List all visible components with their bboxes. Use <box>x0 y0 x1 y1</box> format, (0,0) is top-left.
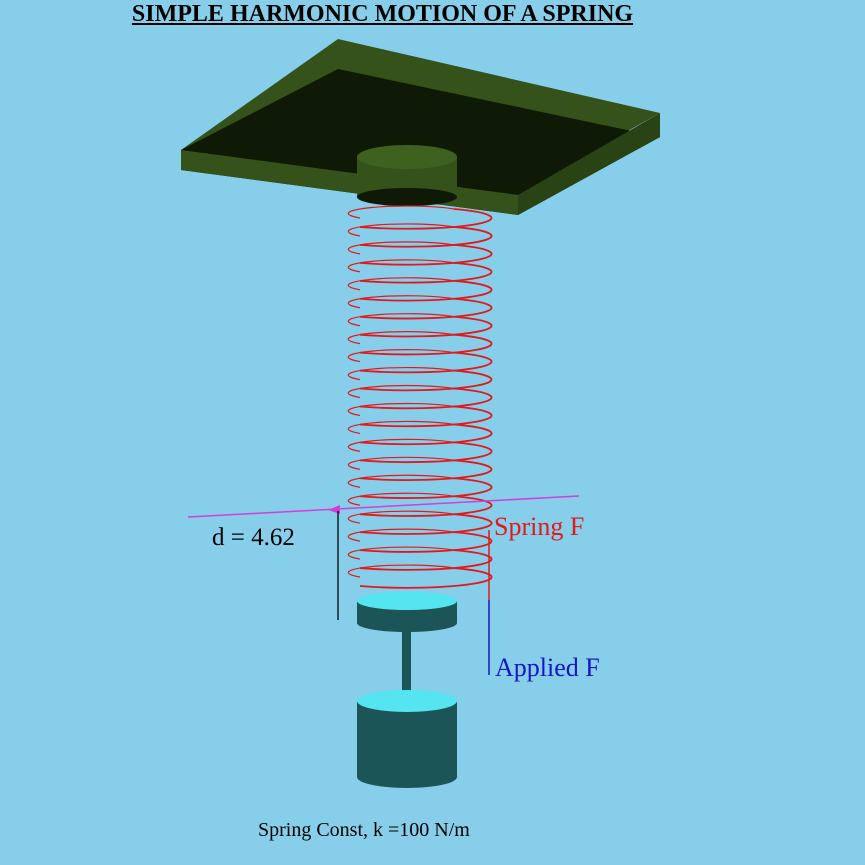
spring-coil-front <box>359 459 493 481</box>
spring-coil-front <box>359 513 493 535</box>
spring-coil-front <box>359 495 493 517</box>
page-title: SIMPLE HARMONIC MOTION OF A SPRING <box>131 1 634 27</box>
spring-coil-front <box>359 333 493 356</box>
spring-coil-back <box>347 564 455 578</box>
spring-coil-back <box>347 223 455 237</box>
spring-coil-front <box>359 297 493 320</box>
spring-coil-back <box>347 546 455 560</box>
mass-rod <box>402 628 411 703</box>
applied-force-label: Applied F <box>495 653 600 682</box>
spring-coil-back <box>347 420 455 434</box>
spring-coil-back <box>347 241 455 255</box>
spring-coil-back <box>347 259 455 273</box>
spring-coil-back <box>347 456 455 470</box>
spring-coil-back <box>347 331 455 345</box>
spring-coil-front <box>359 279 493 302</box>
spring-coil-back <box>347 295 455 309</box>
spring-coil-front <box>359 351 493 374</box>
spring-coil-front <box>359 567 493 589</box>
spring-coil-back <box>347 492 455 506</box>
equilibrium-arrow-icon <box>328 505 340 514</box>
spring-coil-back <box>347 528 455 542</box>
spring-coil-back <box>347 349 455 363</box>
equilibrium-line <box>187 495 580 518</box>
spring-coil-front <box>359 208 493 230</box>
ceiling-edge-right <box>518 113 660 215</box>
spring-coil-front <box>359 387 493 410</box>
spring-coil-back <box>347 510 455 524</box>
spring-coil-front <box>359 315 493 338</box>
spring-coil-back <box>347 474 455 488</box>
spring-force-label: Spring F <box>494 512 585 541</box>
spring-coil-front <box>359 531 493 553</box>
spring-coil-front <box>359 261 493 284</box>
spring-coil-back <box>347 366 455 381</box>
spring-constant-label: Spring Const, k =100 N/m <box>258 819 470 841</box>
spring-coil-back <box>347 438 455 452</box>
spring-coil-front <box>359 226 493 248</box>
spring-coil-front <box>359 477 493 499</box>
spring-coil <box>347 205 493 589</box>
hanging-mass <box>357 690 457 788</box>
spring-coil-back <box>347 205 455 219</box>
spring-coil-back <box>347 313 455 327</box>
spring-coil-front <box>359 549 493 571</box>
mount-cylinder <box>357 145 457 206</box>
spring-coil-front <box>359 405 493 428</box>
spring-coil-front <box>359 423 493 446</box>
spring-coil-back <box>347 402 455 417</box>
spring-coil-back <box>347 384 455 399</box>
spring-end-disk <box>357 592 457 632</box>
displacement-label: d = 4.62 <box>212 524 295 551</box>
spring-coil-front <box>359 441 493 464</box>
spring-coil-front <box>359 369 493 392</box>
ceiling-plate <box>181 39 660 215</box>
spring-coil-back <box>347 277 455 291</box>
spring-coil-front <box>359 244 493 266</box>
